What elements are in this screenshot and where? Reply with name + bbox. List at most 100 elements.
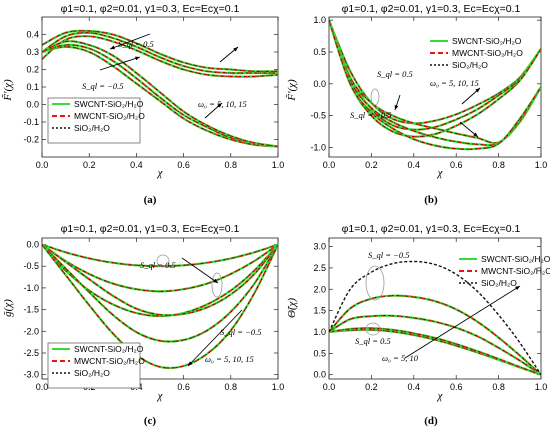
trend-arrow-head — [394, 105, 399, 110]
y-tick-label: 0.0 — [313, 79, 326, 89]
series-line-mwcnt — [42, 30, 278, 73]
x-tick-label: 0.0 — [323, 382, 336, 392]
y-tick-label: -1.5 — [23, 305, 39, 315]
panel-a-title: φ1=0.1, φ2=0.01, γ1=0.3, Ec=Ecχ=0.1 — [61, 3, 240, 15]
curve-annotation: S_ql = 0.5 — [355, 336, 391, 346]
highlight-ellipse — [365, 322, 381, 336]
panel-d-xlabel: χ — [437, 390, 444, 402]
trend-arrow-head — [473, 132, 478, 137]
panel-d-title: φ1=0.1, φ2=0.01, γ1=0.3, Ec=Ecχ=0.1 — [342, 223, 521, 235]
panel-c-plot: 0.00.20.40.60.81.0-3.0-2.5-2.0-1.5-1.0-0… — [23, 237, 284, 392]
x-tick-label: 0.2 — [365, 382, 378, 392]
x-tick-label: 0.0 — [36, 160, 49, 170]
series-line-sio2 — [329, 20, 541, 144]
curve-annotation: S_ql = −0.5 — [368, 250, 409, 260]
y-tick-label: -2.5 — [23, 348, 39, 358]
y-tick-label: -0.5 — [23, 261, 39, 271]
trend-arrow-head — [233, 47, 238, 52]
y-tick-label: 3.0 — [313, 242, 326, 252]
x-tick-label: 0.0 — [323, 160, 336, 170]
legend-label: MWCNT-SiO₂/H₂O — [74, 356, 145, 366]
x-tick-label: 0.2 — [365, 160, 378, 170]
y-tick-label: 0.3 — [26, 47, 39, 57]
trend-arrow-shaft — [187, 309, 243, 367]
highlight-ellipse — [365, 265, 385, 301]
y-tick-label: 1.5 — [313, 306, 326, 316]
series-line-mwcnt — [42, 243, 278, 293]
legend-label: SWCNT-SiO₂/H₂O — [481, 254, 550, 264]
trend-arrow-head — [515, 286, 520, 291]
series-line-mwcnt — [329, 314, 541, 376]
x-tick-label: 0.6 — [177, 382, 190, 392]
curve-annotation: S_ql = 0.5 — [140, 260, 176, 270]
x-tick-label: 1.0 — [535, 382, 548, 392]
panel-d-ylabel: Θ̃(χ) — [286, 298, 298, 318]
y-tick-label: -1.0 — [310, 142, 326, 152]
curve-annotation: ω₀ = 5, 10, 15 — [430, 78, 479, 88]
y-tick-label: 0.0 — [313, 370, 326, 380]
panel-c-label: (c) — [144, 415, 157, 427]
x-tick-label: 0.4 — [130, 160, 143, 170]
x-tick-label: 0.6 — [177, 160, 190, 170]
panel-c-xlabel: χ — [157, 390, 164, 402]
series-line-mwcnt — [42, 35, 278, 78]
trend-arrow-head — [135, 56, 140, 61]
series-line-sio2 — [42, 244, 278, 369]
panel-a-xlabel: χ — [157, 167, 164, 179]
series-group — [42, 29, 278, 148]
trend-arrow-shaft — [404, 285, 521, 359]
trend-arrow-head — [475, 88, 480, 93]
legend-label: SiO₂/H₂O — [74, 123, 110, 133]
y-tick-label: -0.2 — [23, 135, 39, 145]
x-tick-label: 0.8 — [492, 160, 505, 170]
panel-d-plot: 0.0 0.2 0.4 0.6 0.8 1.0 0.0 0.5 1.0 1.5 2.0 2.5 3.0 S… — [313, 237, 550, 392]
legend-box — [47, 97, 141, 144]
x-tick-label: 0.8 — [492, 382, 505, 392]
trend-arrow-shaft — [181, 257, 219, 284]
panel-b-ylabel: F̃'(χ) — [285, 79, 298, 102]
x-tick-label: 1.0 — [272, 160, 285, 170]
legend-label: MWCNT-SiO₂/H₂O — [452, 48, 523, 58]
trend-arrow-head — [110, 45, 115, 50]
highlight-ellipse — [211, 272, 223, 298]
y-tick-label: 0.4 — [26, 30, 39, 40]
y-tick-label: -2.0 — [23, 326, 39, 336]
legend-label: SiO₂/H₂O — [452, 60, 488, 70]
highlight-ellipse — [370, 88, 380, 106]
panel-b-label: (b) — [424, 194, 438, 206]
y-tick-label: -0.5 — [310, 111, 326, 121]
legend-label: SiO₂/H₂O — [74, 368, 110, 378]
curve-annotation: ω₀ = 5, 10 — [382, 353, 419, 363]
x-tick-label: 0.8 — [225, 382, 238, 392]
x-tick-label: 0.2 — [83, 160, 96, 170]
plot-frame — [41, 237, 279, 380]
series-line-sio2 — [329, 20, 541, 124]
x-tick-label: 1.0 — [535, 160, 548, 170]
trend-arrow-head — [217, 103, 222, 108]
curve-annotation: S_ql = 0.5 — [118, 39, 154, 49]
y-tick-label: 0.5 — [313, 47, 326, 57]
y-tick-label: -3.0 — [23, 370, 39, 380]
curve-annotation: ω₀ = 5, 10, 15 — [205, 354, 254, 364]
y-tick-label: 2.5 — [313, 263, 326, 273]
legend-label: SiO₂/H₂O — [481, 278, 517, 288]
highlight-ellipse — [156, 254, 170, 268]
curve-annotation: S_ql = −0.5 — [82, 81, 123, 91]
trend-arrow-shaft — [109, 33, 151, 50]
panel-b-title: φ1=0.1, φ2=0.01, γ1=0.3, Ec=Ecχ=0.1 — [342, 3, 521, 15]
series-line-mwcnt — [329, 294, 541, 376]
panel-c-title: φ1=0.1, φ2=0.01, γ1=0.3, Ec=Ecχ=0.1 — [61, 223, 240, 235]
legend-label: SWCNT-SiO₂/H₂O — [74, 344, 144, 354]
curve-annotation: S_ql = 0.5 — [377, 69, 413, 79]
curve-annotation: S_ql = −0.5 — [350, 110, 391, 120]
series-group — [329, 19, 541, 151]
series-line-sio2 — [42, 244, 278, 267]
y-tick-label: -0.1 — [23, 117, 39, 127]
series-line-sio2 — [42, 44, 278, 147]
panel-a-ylabel: F̃'(χ) — [1, 79, 14, 102]
series-line-sio2 — [329, 260, 541, 376]
curve-annotation: S_ql = −0.5 — [220, 327, 261, 337]
x-tick-label: 0.6 — [450, 160, 463, 170]
plot-frame — [328, 237, 542, 380]
